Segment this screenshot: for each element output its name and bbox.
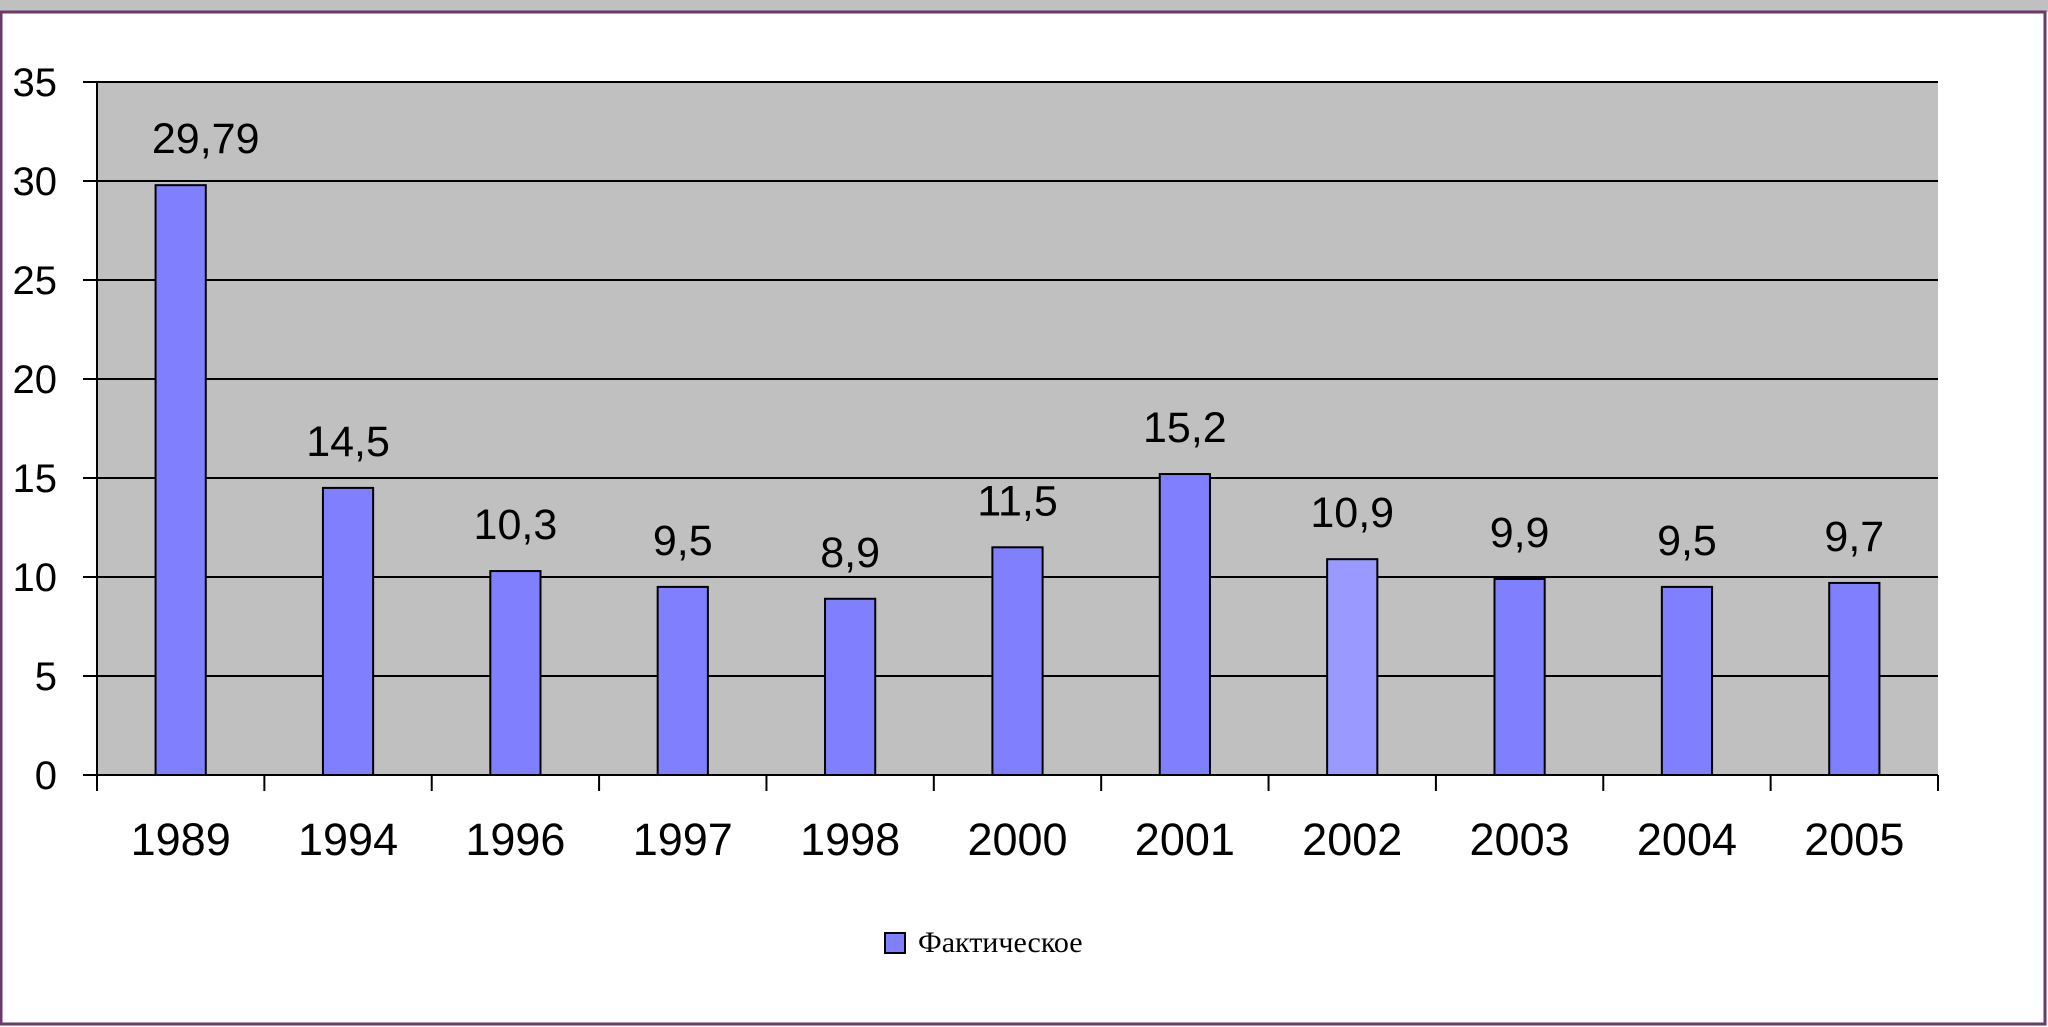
frame-border (0, 10, 2047, 1026)
data-label: 10,3 (474, 501, 558, 549)
x-tick-label: 1996 (465, 814, 565, 865)
y-tick-label: 5 (35, 655, 57, 699)
y-tick-label: 20 (13, 358, 58, 402)
y-tick-label: 30 (13, 160, 58, 204)
x-tick-label: 1989 (131, 814, 231, 865)
x-tick-label: 1998 (800, 814, 900, 865)
bar-1997 (656, 585, 709, 777)
y-tick-label: 15 (13, 457, 58, 501)
bars (154, 184, 1881, 777)
bar-2000 (991, 546, 1044, 776)
bar-2003 (1493, 577, 1546, 776)
x-tick-label: 2005 (1804, 814, 1904, 865)
x-tick-label: 1994 (298, 814, 398, 865)
y-tick-label: 35 (13, 61, 58, 105)
top-band (0, 0, 2048, 12)
bar-chart: 0 5 10 15 20 25 30 35 1989 1994 1996 1997 1998 2000 2… (13, 61, 1939, 959)
data-label: 10,9 (1310, 489, 1394, 537)
bar-1996 (489, 570, 542, 776)
data-label: 9,9 (1490, 509, 1550, 557)
bar-2004 (1660, 585, 1714, 777)
y-tick-label: 25 (13, 259, 58, 303)
bar-2005 (1828, 581, 1881, 776)
y-axis: 0 5 10 15 20 25 30 35 (13, 61, 98, 798)
data-label: 29,79 (152, 115, 260, 163)
data-label: 8,9 (820, 529, 880, 577)
data-label: 14,5 (306, 418, 390, 466)
x-tick-label: 2000 (967, 814, 1067, 865)
data-label: 9,7 (1824, 513, 1884, 561)
x-tick-label: 2004 (1637, 814, 1737, 865)
bar-2001 (1158, 473, 1211, 776)
data-label: 9,5 (1657, 517, 1717, 565)
data-label: 15,2 (1143, 404, 1227, 452)
legend-label: Фактическое (918, 926, 1083, 959)
bar-1989 (154, 184, 207, 776)
bar-1998 (824, 597, 877, 777)
legend: Фактическое (884, 926, 1083, 959)
x-axis: 1989 1994 1996 1997 1998 2000 2001 2002 2003 2004… (96, 774, 1939, 865)
data-labels: 29,79 14,5 10,3 9,5 8,9 11,5 15,2 10,9 9,9 9,5 9,7 (152, 115, 1884, 577)
gridlines (97, 81, 1938, 677)
legend-swatch (884, 932, 906, 954)
y-tick-label: 0 (35, 754, 57, 798)
bar-2002 (1326, 558, 1379, 776)
y-tick-label: 10 (13, 556, 58, 600)
x-tick-label: 2003 (1470, 814, 1570, 865)
x-tick-label: 2001 (1135, 814, 1235, 865)
x-tick-label: 2002 (1302, 814, 1402, 865)
x-tick-label: 1997 (633, 814, 733, 865)
data-label: 9,5 (653, 517, 713, 565)
bar-1994 (321, 486, 375, 776)
data-label: 11,5 (977, 477, 1058, 525)
